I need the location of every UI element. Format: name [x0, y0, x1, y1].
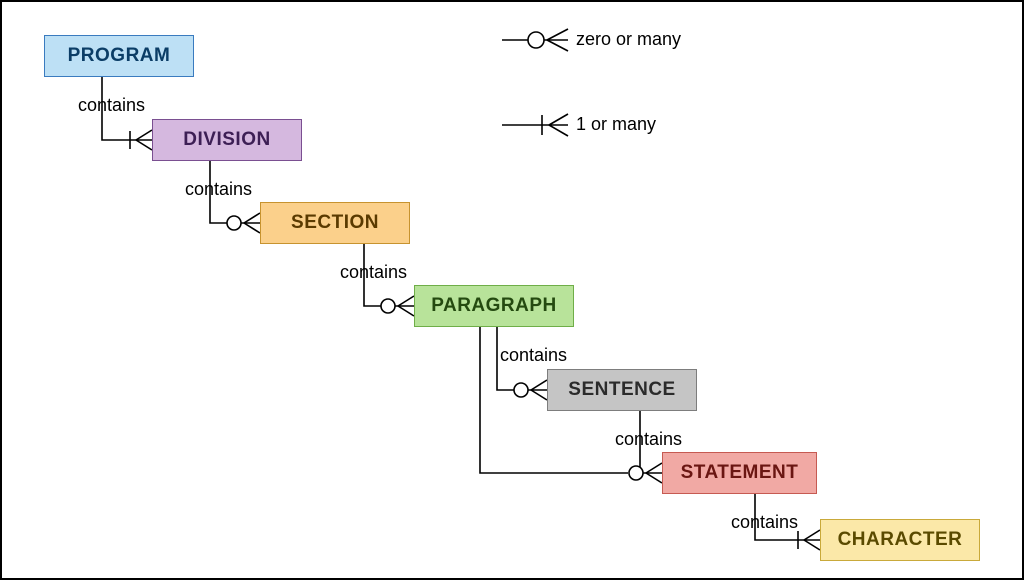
node-paragraph: PARAGRAPH: [414, 285, 574, 327]
legend-one-or-many-symbol: [502, 114, 568, 136]
edge-label-paragraph-sentence: contains: [500, 345, 567, 366]
legend-zero-or-many-label: zero or many: [576, 29, 681, 50]
node-label: CHARACTER: [838, 529, 963, 551]
edge-label-sentence-statement: contains: [615, 429, 682, 450]
node-label: SECTION: [291, 212, 379, 234]
legend-one-or-many-label: 1 or many: [576, 114, 656, 135]
node-division: DIVISION: [152, 119, 302, 161]
legend-zero-or-many-symbol: [502, 29, 568, 51]
node-label: DIVISION: [183, 129, 270, 151]
node-program: PROGRAM: [44, 35, 194, 77]
node-statement: STATEMENT: [662, 452, 817, 494]
node-label: SENTENCE: [568, 379, 675, 401]
edge-label-program-division: contains: [78, 95, 145, 116]
edge-label-division-section: contains: [185, 179, 252, 200]
node-character: CHARACTER: [820, 519, 980, 561]
edge-label-section-paragraph: contains: [340, 262, 407, 283]
node-label: STATEMENT: [681, 462, 799, 484]
node-section: SECTION: [260, 202, 410, 244]
node-label: PARAGRAPH: [431, 295, 557, 317]
diagram-frame: PROGRAM DIVISION SECTION PARAGRAPH SENTE…: [0, 0, 1024, 580]
node-sentence: SENTENCE: [547, 369, 697, 411]
edge-label-statement-character: contains: [731, 512, 798, 533]
node-label: PROGRAM: [68, 45, 171, 67]
